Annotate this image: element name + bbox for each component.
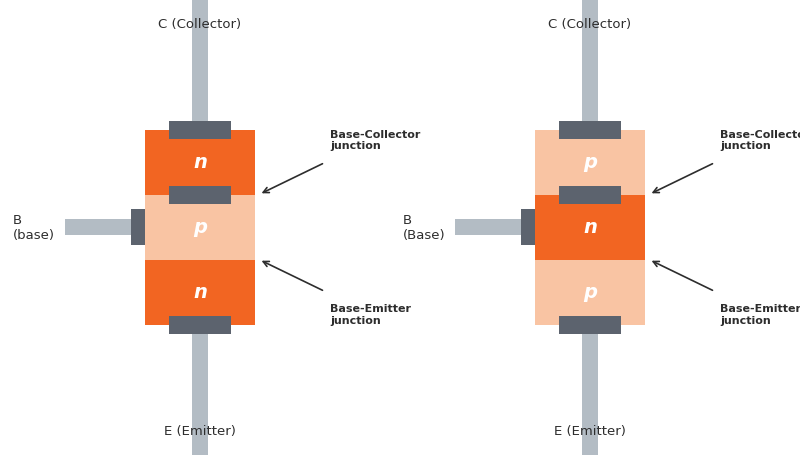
Bar — [582, 0, 598, 130]
Text: Base-Collector
junction: Base-Collector junction — [330, 130, 420, 151]
Bar — [145, 260, 255, 325]
Text: C (Collector): C (Collector) — [158, 18, 242, 31]
Bar — [192, 325, 208, 455]
Bar — [192, 0, 208, 130]
Bar — [559, 121, 621, 139]
Bar — [455, 219, 535, 236]
Bar — [169, 186, 231, 204]
Bar — [169, 121, 231, 139]
Text: B
(Base): B (Base) — [402, 213, 445, 242]
Bar — [535, 130, 645, 195]
Bar — [535, 195, 645, 260]
Text: Base-Emitter
junction: Base-Emitter junction — [720, 304, 800, 325]
Bar — [169, 316, 231, 334]
Text: B
(base): B (base) — [13, 213, 55, 242]
Bar — [521, 210, 535, 245]
Text: n: n — [583, 218, 597, 237]
Bar — [131, 210, 145, 245]
Text: E (Emitter): E (Emitter) — [554, 424, 626, 437]
Text: n: n — [193, 283, 207, 302]
Bar — [65, 219, 145, 236]
Text: E (Emitter): E (Emitter) — [164, 424, 236, 437]
Bar — [145, 130, 255, 195]
Bar — [145, 195, 255, 260]
Bar — [535, 260, 645, 325]
Text: p: p — [583, 283, 597, 302]
Bar — [559, 316, 621, 334]
Text: p: p — [193, 218, 207, 237]
Text: C (Collector): C (Collector) — [549, 18, 631, 31]
Text: Base-Emitter
junction: Base-Emitter junction — [330, 304, 411, 325]
Bar — [559, 186, 621, 204]
Bar — [582, 325, 598, 455]
Text: n: n — [193, 153, 207, 172]
Text: Base-Collector
junction: Base-Collector junction — [720, 130, 800, 151]
Text: p: p — [583, 153, 597, 172]
